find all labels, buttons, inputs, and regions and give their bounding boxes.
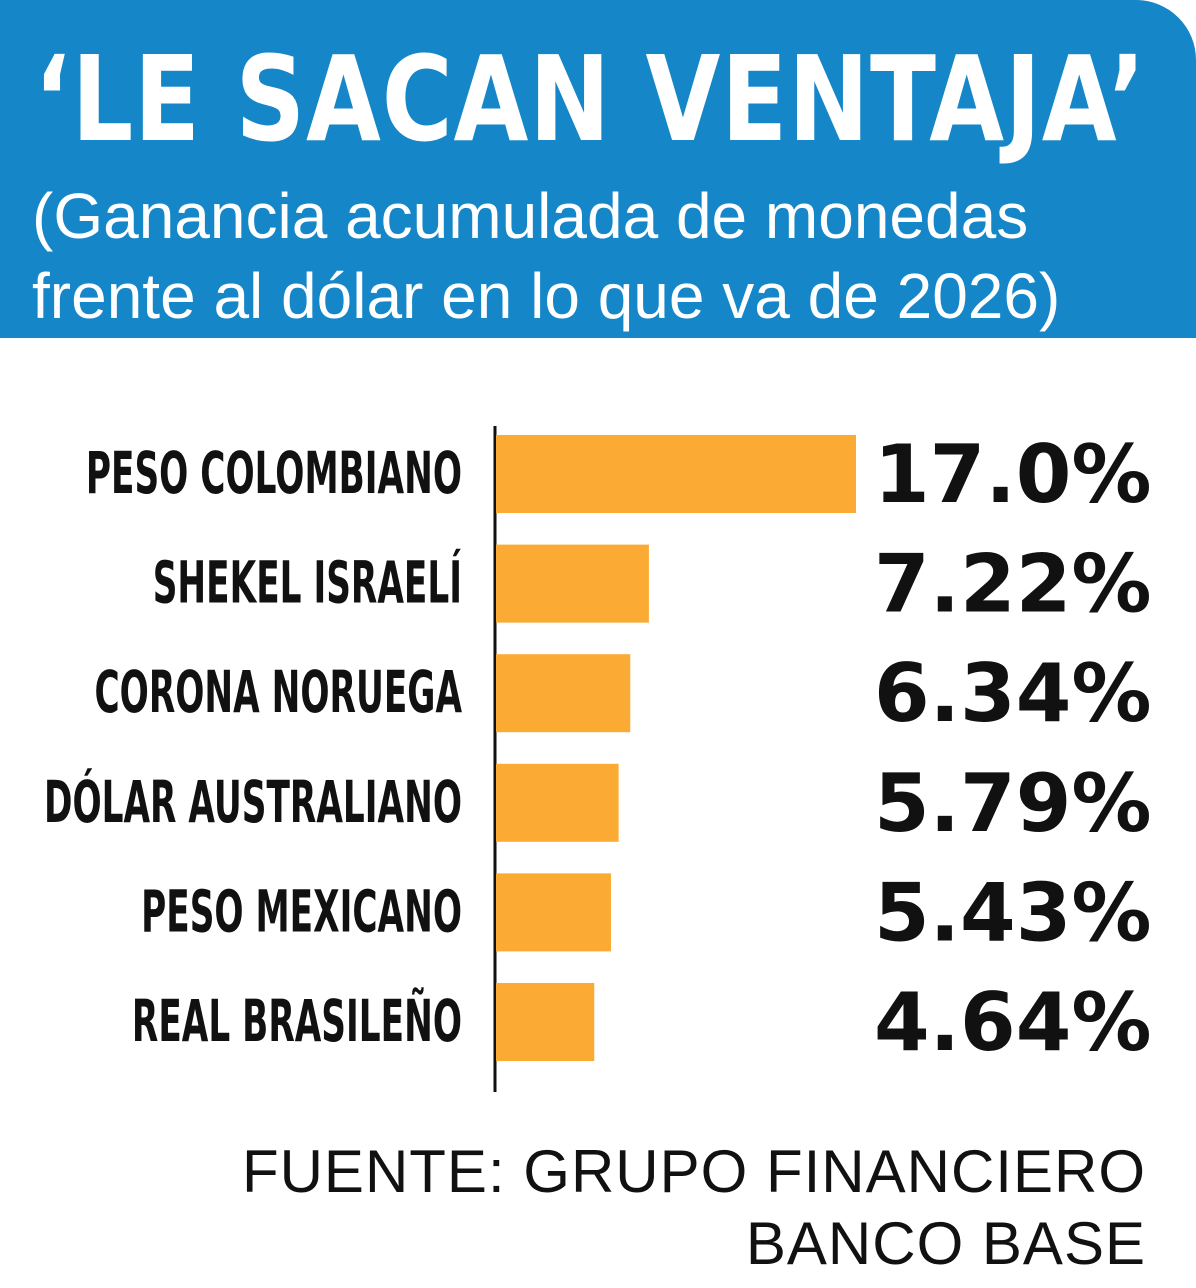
bar-0 [496,435,856,513]
value-label-2: 6.34% [874,647,1152,740]
category-label-0: PESO COLOMBIANO [86,441,462,508]
bar-chart: PESO COLOMBIANO SHEKEL ISRAELÍ CORONA NORU… [44,426,1152,1092]
chart-title: ‘LE SACAN VENTAJA’ [34,30,1147,168]
header-banner: ‘LE SACAN VENTAJA’ (Ganancia acumulada d… [0,0,1196,338]
source-note: FUENTE: GRUPO FINANCIERO BANCO BASE [242,1136,1146,1280]
category-label-5: REAL BRASILEÑO [132,986,462,1055]
value-label-5: 4.64% [874,976,1152,1069]
bars-group [496,435,856,1061]
bar-5 [496,983,595,1061]
subtitle-line-2: frente al dólar en lo que va de 2026) [32,260,1061,332]
source-line-2: BANCO BASE [745,1210,1146,1277]
value-labels-group: 17.0% 7.22% 6.34% 5.79% 5.43% 4.64% [874,428,1152,1069]
source-line-1: FUENTE: GRUPO FINANCIERO [241,1138,1146,1205]
category-label-1: SHEKEL ISRAELÍ [153,548,462,617]
category-labels-group: PESO COLOMBIANO SHEKEL ISRAELÍ CORONA NORU… [44,441,462,1056]
bar-2 [496,654,631,733]
value-label-4: 5.43% [874,866,1152,959]
value-label-1: 7.22% [874,538,1152,631]
category-label-2: CORONA NORUEGA [94,660,462,727]
category-label-3: DÓLAR AUSTRALIANO [44,767,462,836]
subtitle-line-1: (Ganancia acumulada de monedas [32,180,1029,252]
chart-subtitle: (Ganancia acumulada de monedas frente al… [32,176,1060,336]
bar-3 [496,763,619,842]
bar-1 [496,544,649,623]
value-label-3: 5.79% [874,757,1152,850]
value-label-0: 17.0% [874,428,1152,521]
bar-4 [496,873,611,952]
category-label-4: PESO MEXICANO [141,879,462,946]
